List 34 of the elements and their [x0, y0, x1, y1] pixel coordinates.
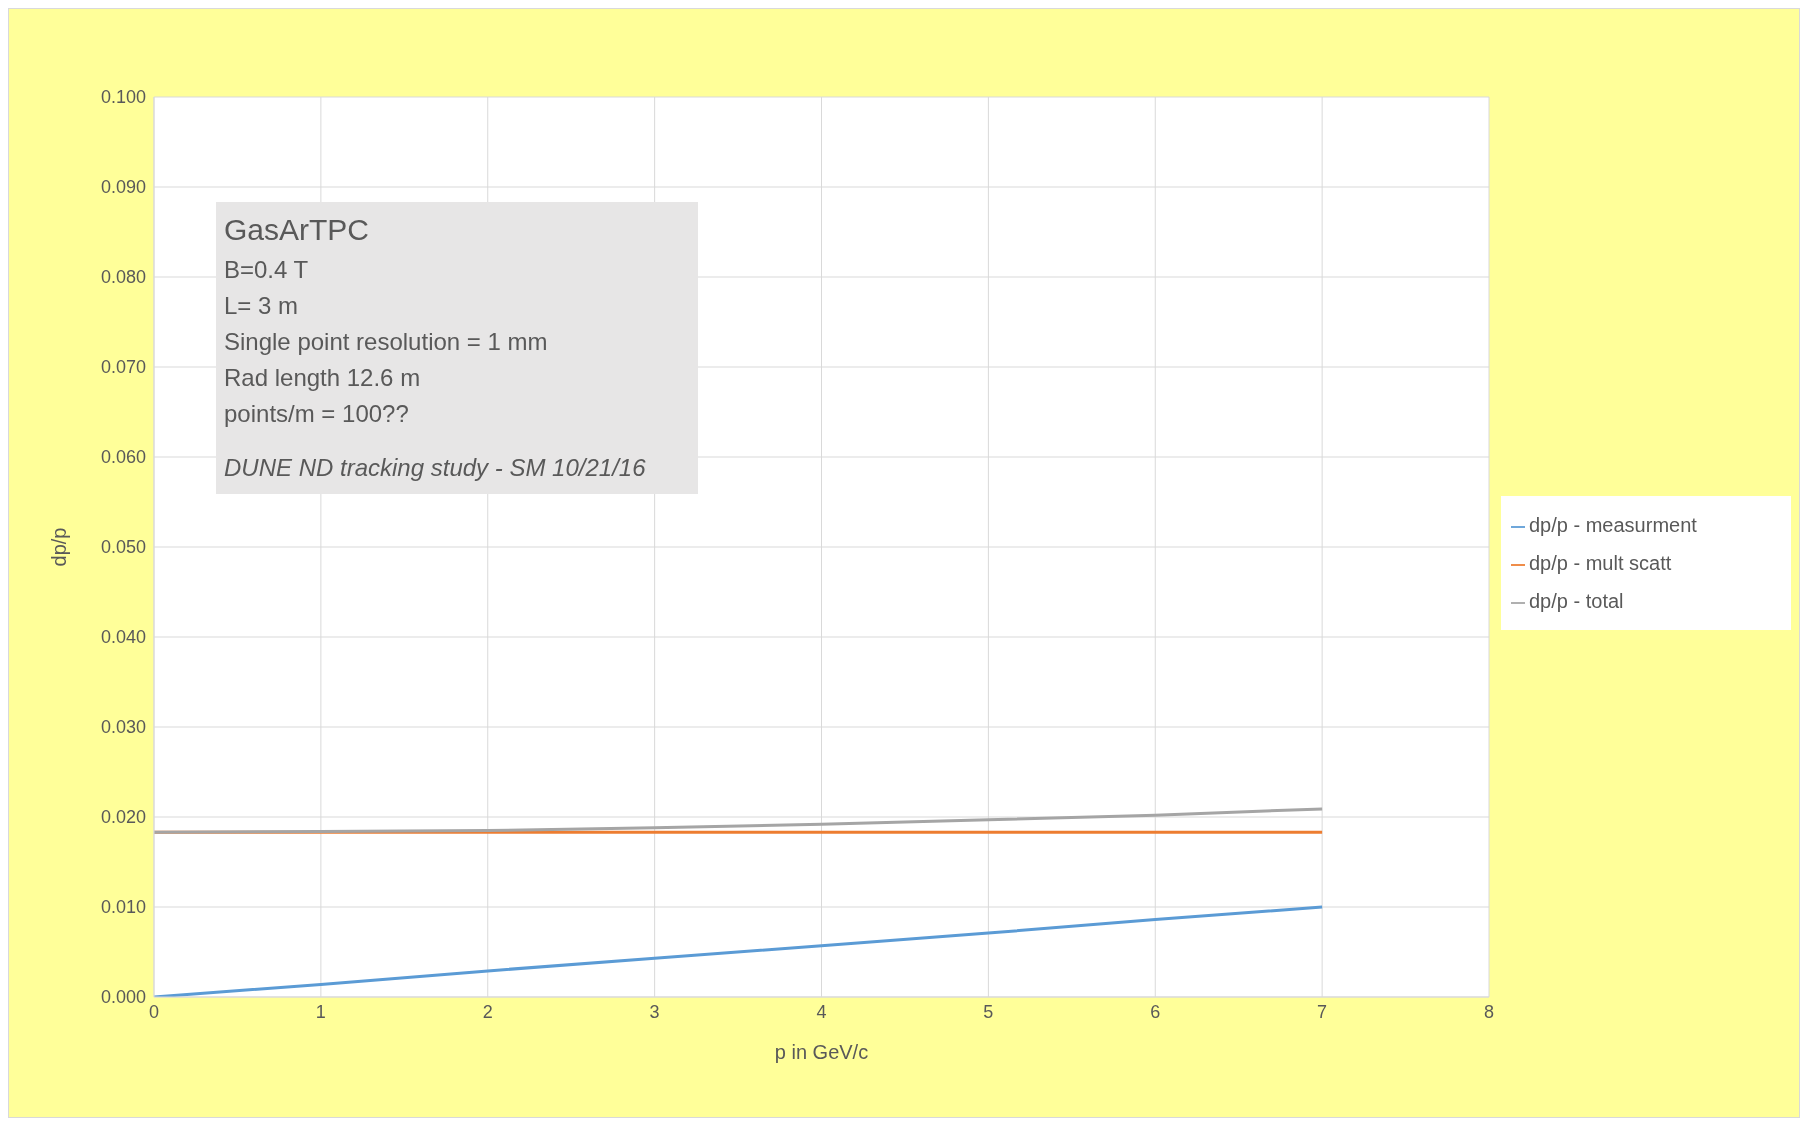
annotation: points/m = 100??	[224, 399, 410, 429]
x-axis-title: p in GeV/c	[774, 1041, 869, 1063]
x-tick-label: 5	[983, 1001, 994, 1022]
y-tick-label: 0.100	[100, 87, 146, 108]
annotation: B=0.4 T	[224, 255, 310, 285]
line-series	[154, 905, 1324, 997]
y-tick-label: 0.010	[100, 897, 146, 918]
y-tick-label: 0.060	[100, 447, 146, 468]
y-tick-label: 0.080	[100, 267, 146, 288]
annotation: L= 3 m	[224, 291, 300, 321]
x-tick-label: 3	[649, 1001, 660, 1022]
y-tick-label: 0.090	[100, 177, 146, 198]
y-tick-label: 0.070	[100, 357, 146, 378]
y-tick-label: 0.000	[100, 987, 146, 1008]
x-tick-label: 2	[482, 1001, 493, 1022]
x-tick-label: 0	[148, 1001, 160, 1022]
annotation: GasArTPC	[224, 212, 371, 248]
legend-label: dp/p - mult scatt	[1529, 552, 1672, 574]
annotation: Single point resolution = 1 mm	[224, 327, 549, 357]
x-tick-label: 8	[1483, 1001, 1495, 1022]
y-axis-title: dp/p	[48, 527, 71, 567]
annotation: DUNE ND tracking study - SM 10/21/16	[224, 453, 647, 483]
y-tick-label: 0.020	[100, 807, 146, 828]
y-tick-label: 0.050	[100, 537, 146, 558]
x-tick-label: 4	[816, 1001, 827, 1022]
y-tick-label: 0.040	[100, 627, 146, 648]
legend-label: dp/p - total	[1529, 590, 1624, 612]
line-series	[154, 807, 1324, 834]
x-tick-label: 1	[315, 1001, 326, 1022]
x-tick-label: 6	[1150, 1001, 1161, 1022]
annotation: Rad length 12.6 m	[224, 363, 422, 393]
x-tick-label: 7	[1317, 1001, 1328, 1022]
legend-label: dp/p - measurment	[1529, 514, 1697, 536]
y-tick-label: 0.030	[100, 717, 146, 738]
